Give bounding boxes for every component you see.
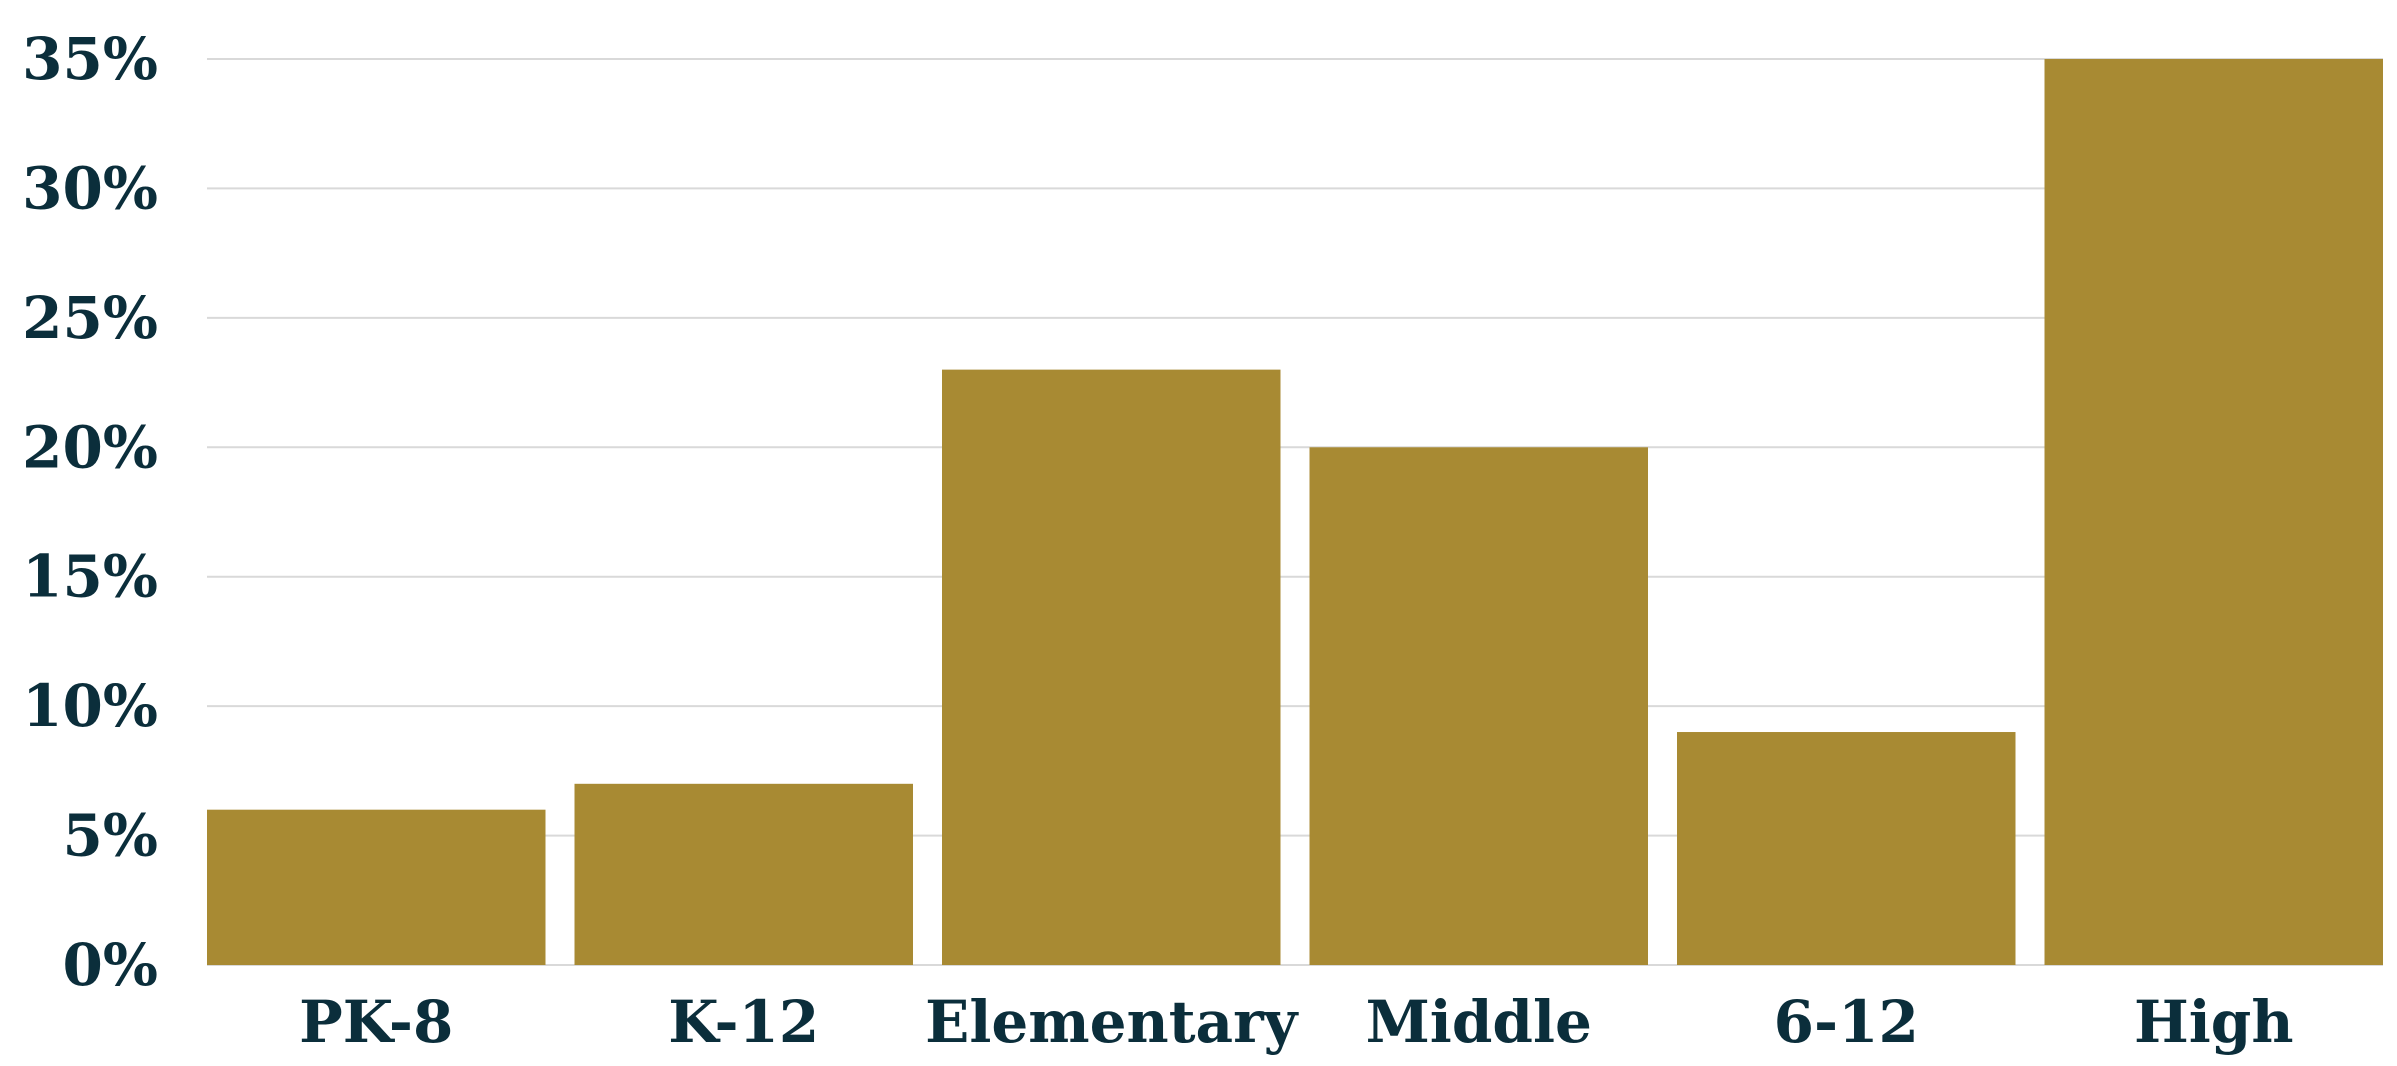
bar-6-12: [1677, 732, 2016, 965]
y-tick-label: 20%: [22, 413, 158, 481]
x-category-label: PK-8: [299, 988, 453, 1056]
y-tick-label: 5%: [63, 802, 158, 870]
bar-pk-8: [207, 809, 546, 965]
y-axis-tick-labels: 0% 5% 10% 15% 20% 25% 30% 35%: [22, 25, 158, 999]
x-category-label: 6-12: [1774, 988, 1919, 1056]
y-tick-label: 10%: [22, 672, 158, 740]
y-tick-label: 30%: [22, 154, 158, 222]
bar-high: [2044, 59, 2383, 965]
x-axis-category-labels: PK-8 K-12 Elementary Middle 6-12 High: [299, 988, 2293, 1056]
bars: [207, 59, 2383, 966]
x-category-label: Elementary: [925, 988, 1300, 1056]
bar-middle: [1309, 447, 1648, 965]
x-category-label: Middle: [1366, 988, 1592, 1056]
bar-elementary: [942, 369, 1281, 966]
y-tick-label: 35%: [22, 25, 158, 93]
y-tick-label: 25%: [22, 284, 158, 352]
x-category-label: K-12: [668, 988, 819, 1056]
y-tick-label: 0%: [63, 931, 158, 999]
y-tick-label: 15%: [22, 543, 158, 611]
bar-k-12: [574, 783, 913, 965]
x-category-label: High: [2134, 988, 2294, 1056]
gridlines: [207, 58, 2383, 966]
